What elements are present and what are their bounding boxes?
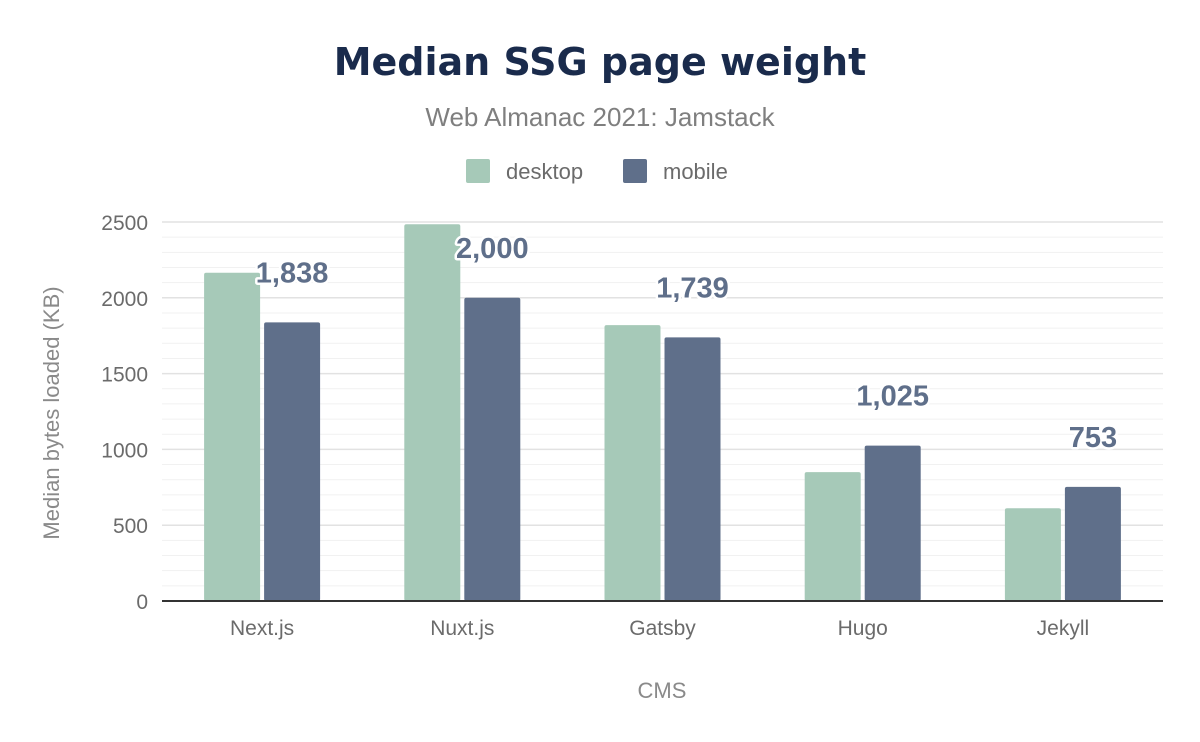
legend-swatch-mobile (623, 159, 647, 183)
bar-mobile-hugo (864, 445, 921, 601)
bar-desktop-jekyll (1004, 508, 1061, 601)
bar-desktop-hugo (804, 472, 861, 601)
legend-swatch-desktop (466, 159, 490, 183)
grid (162, 221, 1163, 587)
legend-label-mobile: mobile (663, 159, 728, 184)
data-labels: 1,838 2,000 1,739 1,025 753 (253, 230, 1119, 456)
bar-desktop-nuxt-js (404, 224, 461, 602)
y-tick-label: 0 (136, 591, 148, 614)
y-tick-label: 500 (113, 515, 148, 538)
legend-label-desktop: desktop (506, 159, 583, 184)
x-axis-ticks: Next.js Nuxt.js Gatsby Hugo Jekyll (230, 617, 1089, 640)
x-axis-title: CMS (638, 678, 687, 703)
x-tick-label: Next.js (230, 617, 294, 640)
bar-mobile-next-js (264, 322, 321, 601)
data-label-mobile: 753 (1069, 422, 1117, 454)
data-label-mobile: 1,739 (656, 272, 729, 304)
y-axis-ticks: 0 500 1000 1500 2000 2500 (101, 212, 148, 614)
x-tick-label: Nuxt.js (430, 617, 494, 640)
x-tick-label: Gatsby (629, 617, 696, 640)
y-tick-label: 1000 (101, 439, 148, 462)
bar-desktop-next-js (204, 272, 261, 601)
x-tick-label: Hugo (838, 617, 888, 640)
data-label-mobile: 2,000 (456, 233, 529, 265)
chart-title: Median SSG page weight (334, 40, 867, 84)
x-tick-label: Jekyll (1037, 617, 1090, 640)
bar-mobile-jekyll (1064, 486, 1121, 601)
bar-mobile-gatsby (664, 337, 721, 601)
bar-mobile-nuxt-js (464, 297, 521, 601)
y-tick-label: 2000 (101, 288, 148, 311)
bar-desktop-gatsby (604, 325, 661, 601)
data-label-mobile: 1,025 (856, 381, 929, 413)
y-tick-label: 1500 (101, 364, 148, 387)
bars (204, 224, 1121, 602)
chart-subtitle: Web Almanac 2021: Jamstack (425, 102, 775, 132)
legend: desktop mobile (466, 159, 728, 184)
data-label-mobile: 1,838 (256, 257, 329, 289)
y-axis-title: Median bytes loaded (KB) (39, 286, 64, 539)
y-tick-label: 2500 (101, 212, 148, 235)
